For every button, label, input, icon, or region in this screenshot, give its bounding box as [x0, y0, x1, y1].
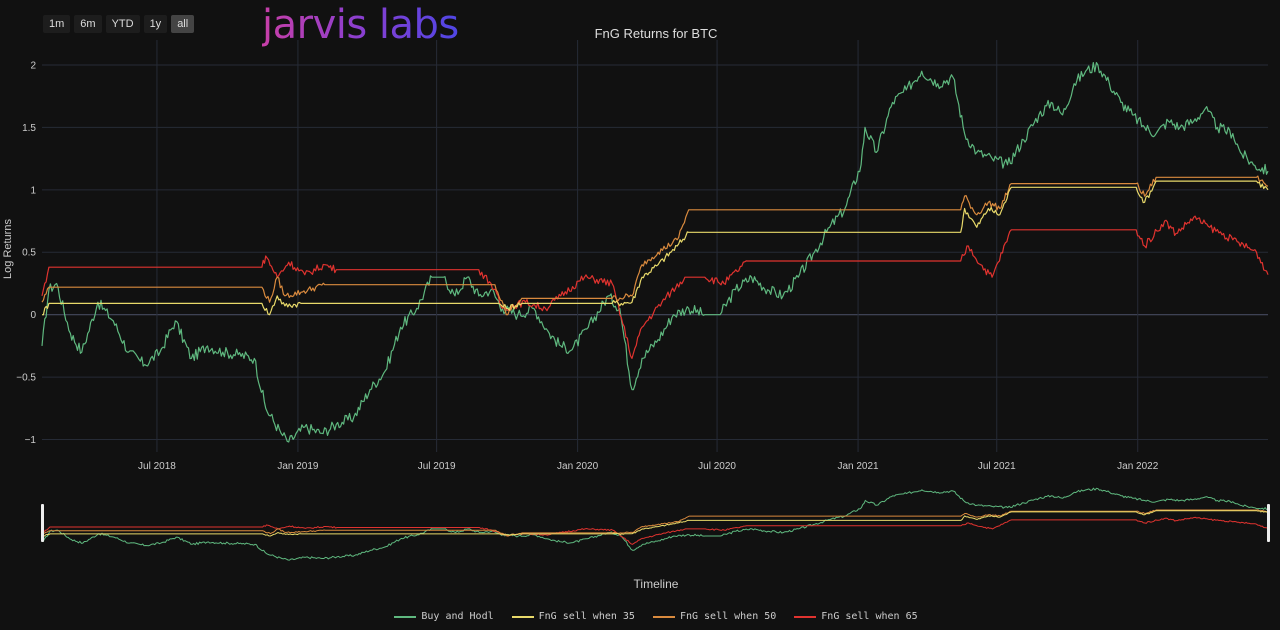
- range-button-6m[interactable]: 6m: [74, 15, 102, 33]
- legend-swatch: [794, 615, 817, 618]
- range-button-ytd[interactable]: YTD: [105, 15, 140, 33]
- legend-label: FnG sell when 35: [538, 611, 635, 622]
- x-tick-label: Jul 2018: [138, 461, 176, 472]
- x-tick-label: Jan 2021: [837, 461, 879, 472]
- x-tick-label: Jan 2022: [1117, 461, 1159, 472]
- x-axis-title: Timeline: [633, 577, 679, 591]
- legend-label: FnG sell when 65: [821, 611, 918, 622]
- range-button-1m[interactable]: 1m: [43, 15, 71, 33]
- legend-item-fng50[interactable]: FnG sell when 50: [652, 611, 777, 622]
- legend: Buy and Hodl FnG sell when 35 FnG sell w…: [0, 611, 1280, 622]
- jarvis-labs-logo: jarvis labs: [262, 2, 459, 48]
- series-line-1[interactable]: [41, 180, 1269, 316]
- y-tick-label: 1: [30, 185, 36, 196]
- legend-label: Buy and Hodl: [421, 611, 494, 622]
- y-tick-label: 0.5: [22, 248, 36, 259]
- x-tick-label: Jul 2019: [418, 461, 456, 472]
- legend-item-fng35[interactable]: FnG sell when 35: [511, 611, 635, 622]
- range-selector: 1m 6m YTD 1y all: [43, 15, 195, 33]
- y-tick-label: −0.5: [16, 373, 36, 384]
- x-tick-label: Jul 2020: [698, 461, 736, 472]
- series-line-0[interactable]: [41, 61, 1269, 443]
- y-tick-label: 1.5: [22, 123, 36, 134]
- x-tick-label: Jan 2019: [277, 461, 319, 472]
- range-button-1y[interactable]: 1y: [143, 15, 168, 33]
- range-button-all[interactable]: all: [171, 15, 195, 33]
- legend-swatch: [652, 615, 675, 618]
- y-tick-label: 2: [30, 60, 36, 71]
- y-tick-label: 0: [30, 310, 36, 321]
- legend-swatch: [511, 615, 534, 618]
- legend-swatch: [394, 615, 417, 618]
- slider-handle-left[interactable]: [41, 504, 44, 542]
- y-axis-title: Log Returns: [2, 219, 14, 279]
- chart-title: FnG Returns for BTC: [594, 26, 718, 41]
- x-tick-label: Jul 2021: [978, 461, 1016, 472]
- main-plot[interactable]: −1 −0.5 0 0.5 1 1.5 2 Jul 2018 Jan 2019 Jul 2019 J…: [0, 0, 1280, 480]
- slider-series-3: [42, 516, 1269, 545]
- y-tick-label: −1: [25, 435, 37, 446]
- legend-item-fng65[interactable]: FnG sell when 65: [794, 611, 918, 622]
- series-line-3[interactable]: [41, 215, 1269, 359]
- legend-item-hodl[interactable]: Buy and Hodl: [394, 611, 494, 622]
- legend-label: FnG sell when 50: [679, 611, 777, 622]
- slider-series-1: [43, 510, 1269, 537]
- slider-series-2: [42, 509, 1269, 537]
- slider-handle-right[interactable]: [1267, 504, 1270, 542]
- series-line-2[interactable]: [41, 175, 1269, 316]
- x-tick-label: Jan 2020: [557, 461, 599, 472]
- slider-series-0: [42, 487, 1269, 561]
